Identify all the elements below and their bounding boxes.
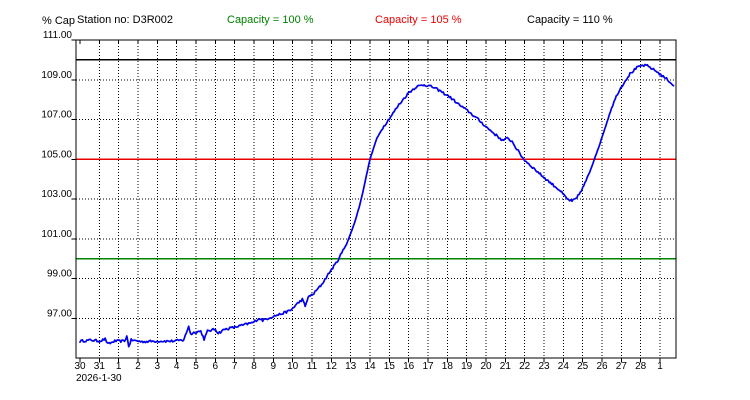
axis-layer [71, 39, 677, 363]
x-tick-label: 19 [461, 361, 473, 372]
y-axis-title: % Cap [42, 15, 76, 27]
x-tick-label: 7 [232, 361, 238, 372]
x-tick-label: 5 [193, 361, 199, 372]
x-tick-label: 15 [384, 361, 396, 372]
x-tick-label: 8 [251, 361, 257, 372]
x-tick-label: 24 [558, 361, 570, 372]
x-tick-label: 4 [174, 361, 180, 372]
y-tick-label: 107.00 [41, 110, 72, 121]
y-tick-label: 111.00 [43, 30, 73, 41]
x-tick-label: 6 [213, 361, 219, 372]
x-tick-label: 20 [480, 361, 492, 372]
x-tick-label: 27 [616, 361, 628, 372]
x-tick-label: 23 [538, 361, 550, 372]
x-tick-label: 10 [287, 361, 299, 372]
y-tick-label: 99.00 [47, 269, 72, 280]
plot-border [75, 39, 677, 359]
capacity-110-legend-label: Capacity = 110 % [527, 14, 613, 26]
x-tick-label: 9 [271, 361, 277, 372]
x-tick-label: 2 [135, 361, 141, 372]
capacity-100-legend-label: Capacity = 100 % [227, 14, 314, 26]
capacity-105-legend-label: Capacity = 105 % [375, 14, 462, 26]
x-tick-label: 18 [442, 361, 454, 372]
x-tick-label: 13 [345, 361, 357, 372]
y-tick-label: 97.00 [47, 308, 72, 319]
y-tick-label: 101.00 [41, 229, 72, 240]
x-tick-label: 17 [422, 361, 434, 372]
x-tick-label: 14 [364, 361, 376, 372]
grid-layer [76, 40, 676, 358]
x-tick-label: 3 [155, 361, 161, 372]
x-tick-label: 31 [94, 361, 106, 372]
x-tick-label: 1 [657, 361, 663, 372]
x-tick-label: 16 [403, 361, 415, 372]
y-tick-label: 103.00 [41, 189, 72, 200]
x-tick-label: 22 [519, 361, 531, 372]
y-tick-label: 109.00 [41, 70, 72, 81]
reference-lines-layer [76, 59, 676, 260]
x-tick-label: 25 [577, 361, 589, 372]
x-tick-label: 1 [116, 361, 122, 372]
x-tick-label: 28 [635, 361, 647, 372]
y-tick-label: 105.00 [41, 149, 72, 160]
station-label: Station no: D3R002 [77, 14, 174, 26]
x-tick-label: 21 [500, 361, 512, 372]
axis-label-layer: 30 31 1 2 3 4 5 6 7 8 9 10 11 12 13 14 15 16 17 18 19 20 21 22 2… [41, 30, 663, 384]
x-tick-label: 26 [596, 361, 608, 372]
series-layer [79, 63, 675, 348]
x-tick-label: 11 [307, 361, 318, 372]
series-line [79, 63, 675, 348]
x-axis-date-label: 2026-1-30 [76, 373, 122, 384]
x-tick-label: 30 [74, 361, 86, 372]
x-tick-label: 12 [326, 361, 338, 372]
